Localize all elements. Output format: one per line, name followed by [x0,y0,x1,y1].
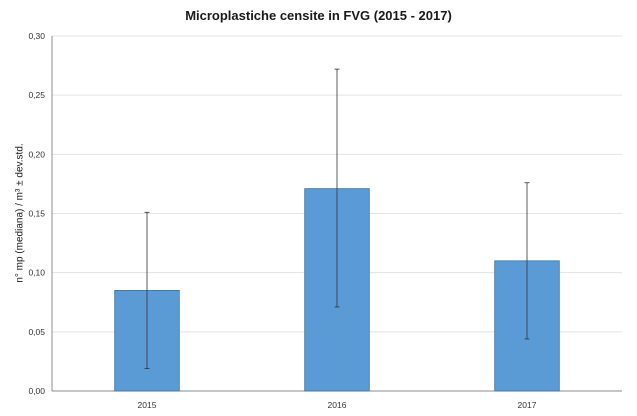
chart-title: Microplastiche censite in FVG (2015 - 20… [185,8,452,23]
x-tick-label: 2015 [138,400,157,410]
x-tick-label: 2017 [518,400,537,410]
y-tick-label: 0,25 [28,90,45,100]
x-tick-label: 2016 [328,400,347,410]
y-tick-label: 0,15 [28,209,45,219]
y-tick-label: 0,10 [28,268,45,278]
y-tick-label: 0,00 [28,386,45,396]
y-tick-label: 0,20 [28,149,45,159]
y-tick-label: 0,30 [28,31,45,41]
y-tick-label: 0,05 [28,327,45,337]
